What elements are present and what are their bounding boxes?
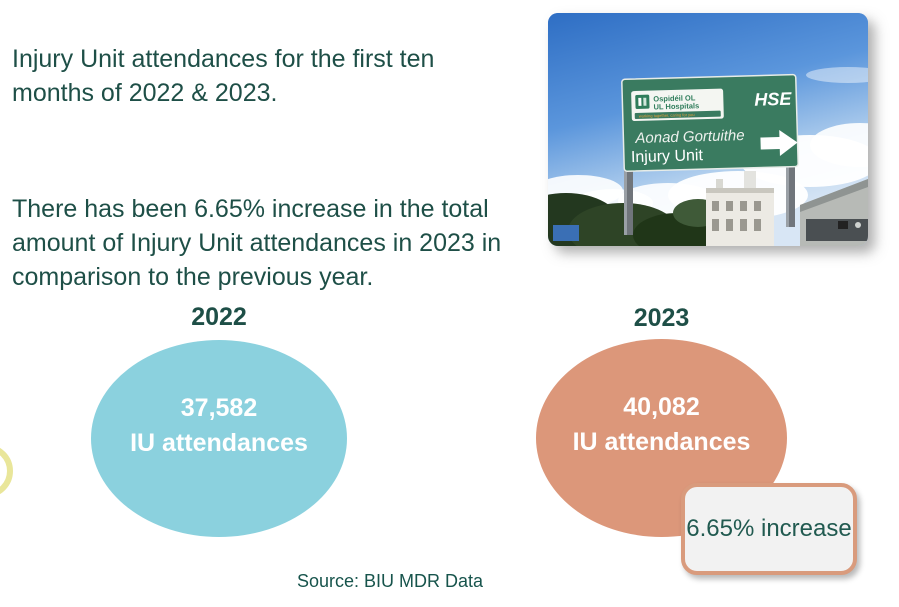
hse-logo: HSE xyxy=(754,89,793,110)
right-arrow-icon xyxy=(760,130,798,157)
blue-structure xyxy=(553,225,579,241)
plate-line1: Ospidéil OL xyxy=(653,93,696,103)
industrial-building xyxy=(800,179,868,246)
source-note: Source: BIU MDR Data xyxy=(296,571,484,591)
plate-tagline: working together, caring for you xyxy=(639,112,695,119)
sign-english-text: Injury Unit xyxy=(631,147,704,166)
year-label-2023: 2023 xyxy=(633,304,690,332)
photo-illustration: Ospidéil OL UL Hospitals working togethe… xyxy=(548,13,868,246)
intro-text-block: Injury Unit attendances for the first te… xyxy=(12,8,557,328)
direction-sign: Ospidéil OL UL Hospitals working togethe… xyxy=(621,73,799,173)
attendance-bubble-2022-text: 37,582 IU attendances xyxy=(130,393,308,457)
year-label-2022: 2022 xyxy=(191,303,247,331)
sign-posts xyxy=(624,159,795,235)
intro-paragraph-1: Injury Unit attendances for the first te… xyxy=(12,45,435,107)
sign-irish-text: Aonad Gortuithe xyxy=(634,127,745,147)
increase-callout: 6.65% increase xyxy=(681,483,857,575)
white-building xyxy=(706,171,774,246)
attendance-bubble-2022: 37,582 IU attendances xyxy=(91,340,347,537)
injury-unit-sign-photo: Ospidéil OL UL Hospitals working togethe… xyxy=(548,13,868,246)
plate-line2: UL Hospitals xyxy=(653,101,699,111)
hospital-plate: Ospidéil OL UL Hospitals working togethe… xyxy=(631,88,724,122)
increase-callout-text: 6.65% increase xyxy=(686,515,852,542)
decorative-yellow-ring xyxy=(0,444,13,498)
attendance-bubble-2023-text: 40,082 IU attendances xyxy=(572,393,751,456)
intro-paragraph-2: There has been 6.65% increase in the tot… xyxy=(12,195,502,291)
